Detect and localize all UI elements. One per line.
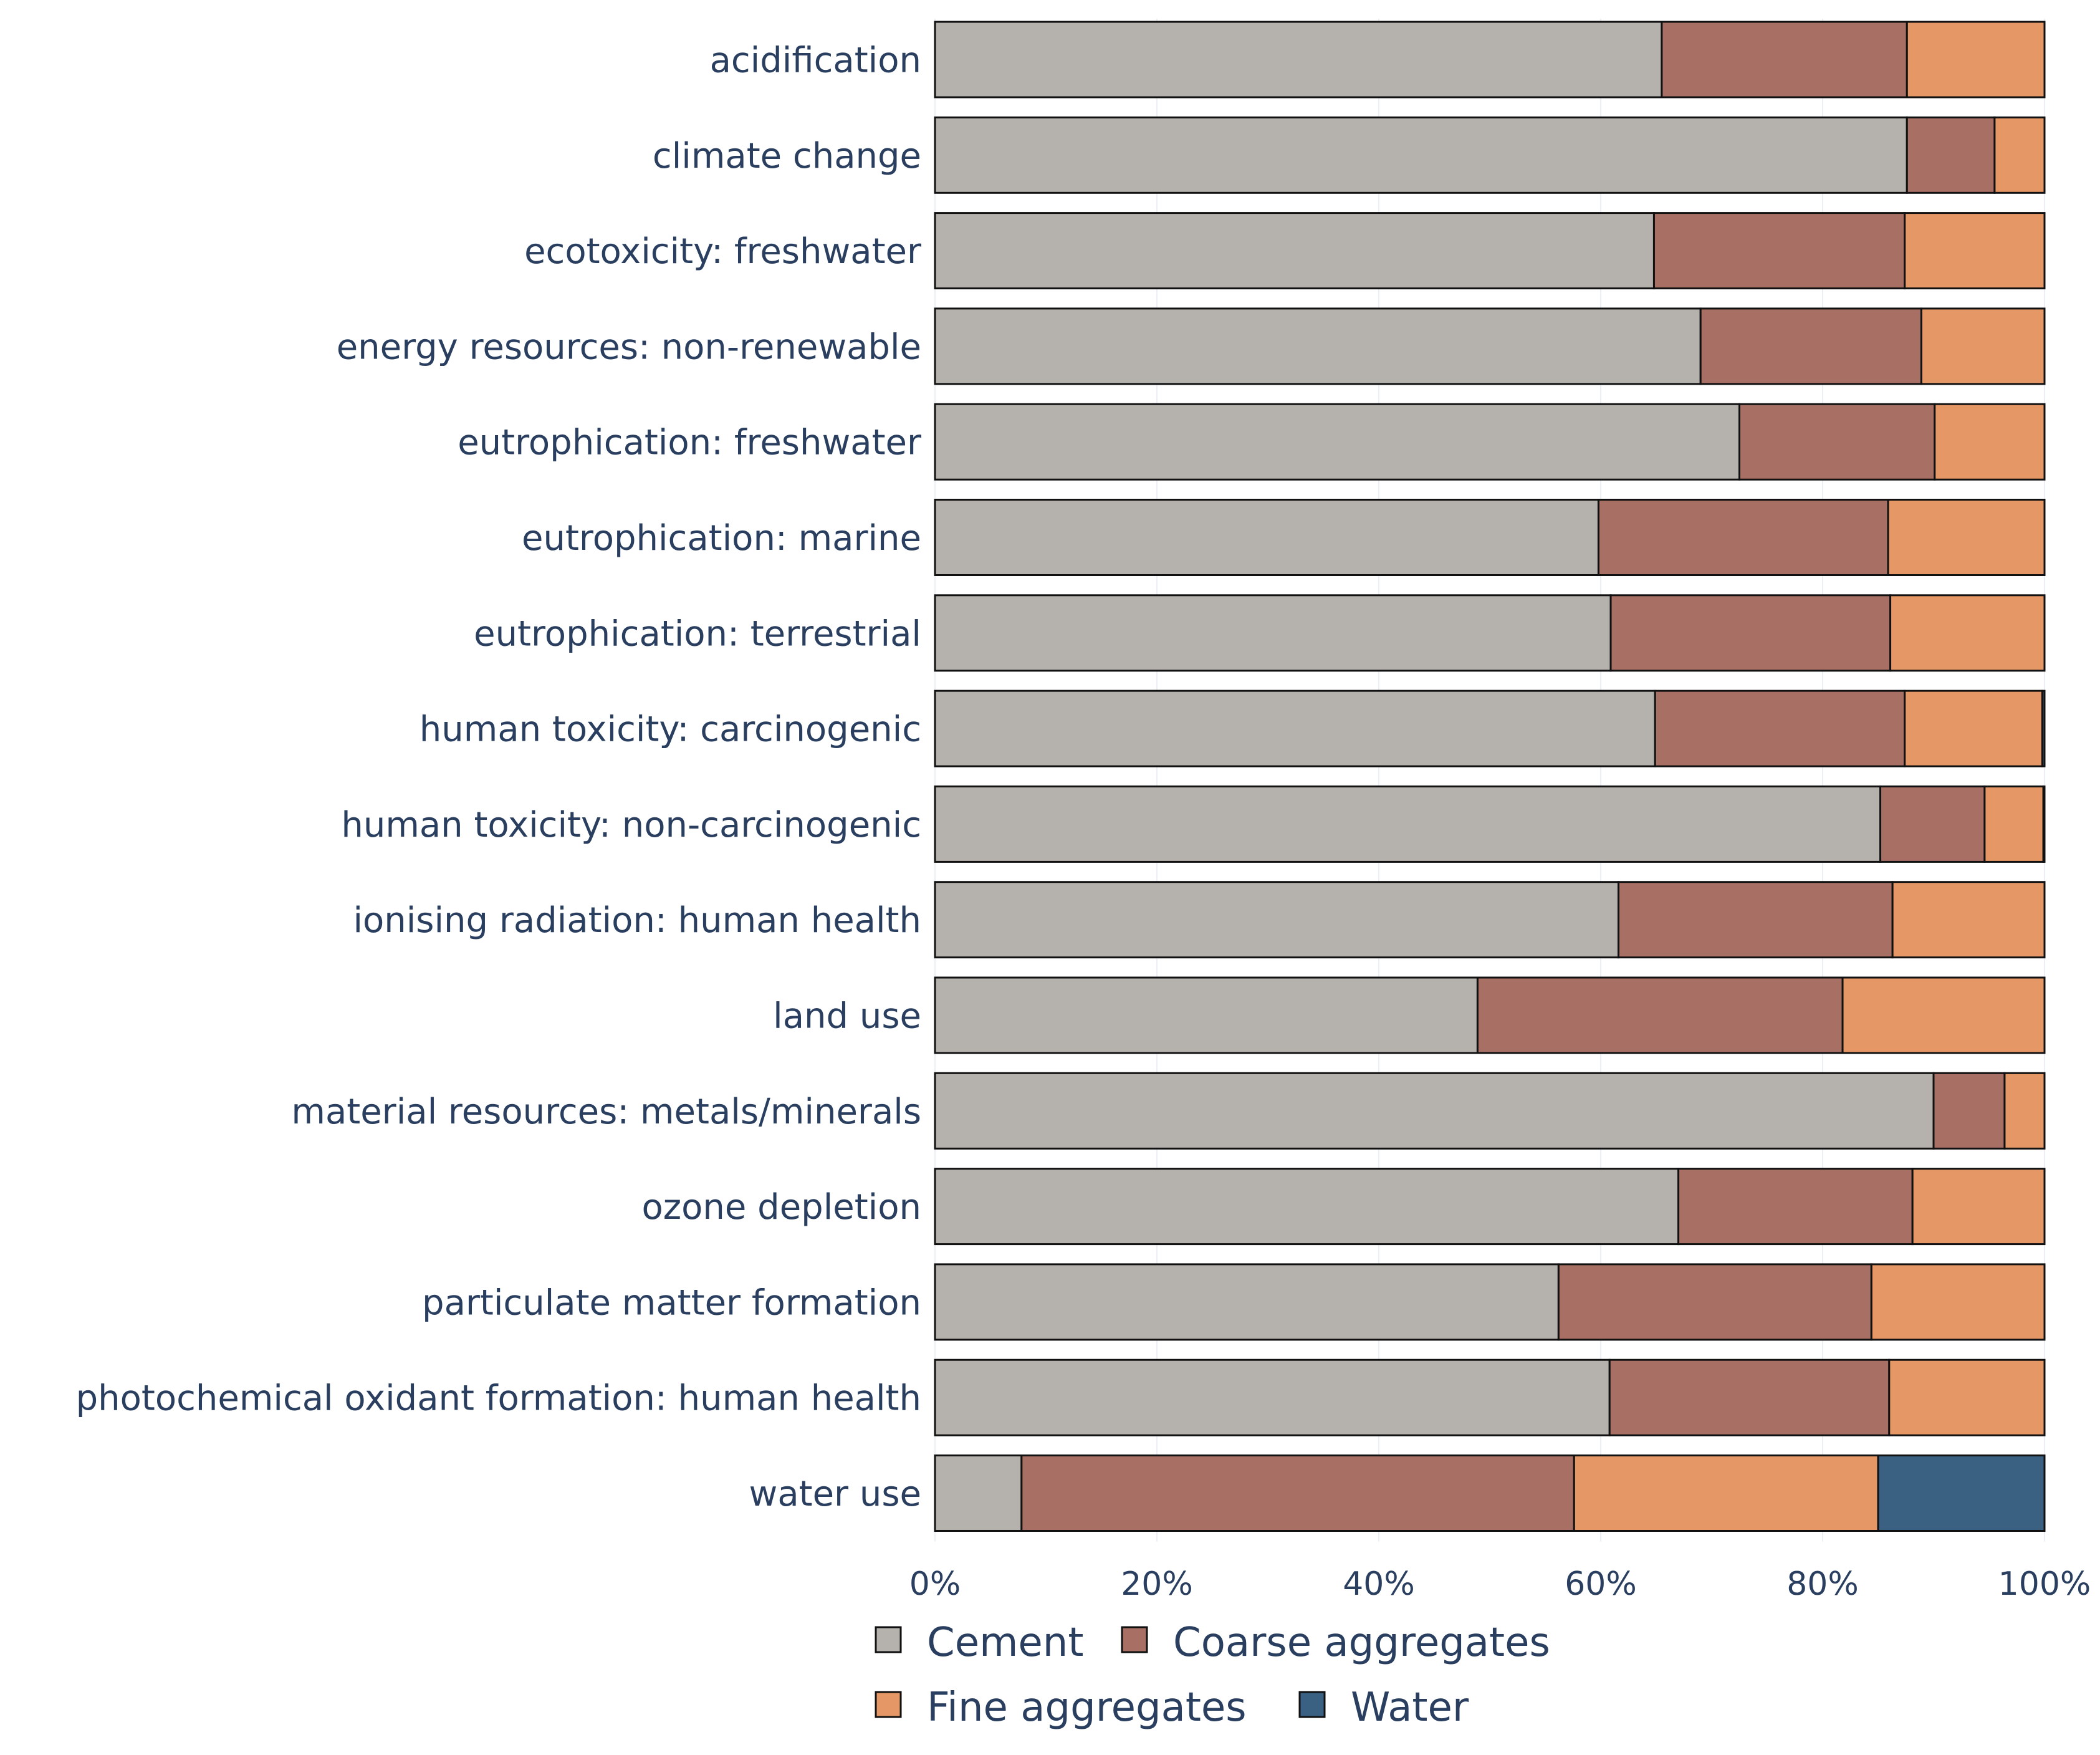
category-label: ionising radiation: human health (353, 900, 921, 941)
bar-energy-resources-non-renewable-fine-aggregates[interactable] (1920, 307, 2046, 385)
bar-water-use-cement[interactable] (934, 1454, 1023, 1532)
legend-swatch-water[interactable] (1298, 1691, 1326, 1718)
category-label: eutrophication: freshwater (458, 423, 922, 463)
bar-human-toxicity-carcinogenic-coarse-aggregates[interactable] (1654, 690, 1906, 767)
bar-ecotoxicity-freshwater-cement[interactable] (934, 212, 1655, 290)
x-tick-label: 20% (1121, 1565, 1193, 1603)
bar-material-resources-metals-minerals-cement[interactable] (934, 1072, 1935, 1150)
bar-land-use-cement[interactable] (934, 976, 1479, 1054)
bar-photochemical-oxidant-formation-human-health-cement[interactable] (934, 1358, 1611, 1436)
category-label: ecotoxicity: freshwater (524, 231, 922, 272)
legend[interactable]: Cement Coarse aggregates Fine aggregates Wa… (875, 1620, 1550, 1731)
x-tick-label: 80% (1786, 1565, 1859, 1603)
x-tick-label: 100% (1998, 1565, 2091, 1603)
bars (934, 21, 2046, 1532)
category-label: energy resources: non-renewable (337, 327, 921, 367)
bar-eutrophication-marine-fine-aggregates[interactable] (1887, 499, 2046, 576)
bar-ecotoxicity-freshwater-fine-aggregates[interactable] (1904, 212, 2046, 290)
bar-energy-resources-non-renewable-coarse-aggregates[interactable] (1699, 307, 1922, 385)
category-label: climate change (653, 136, 921, 176)
bar-eutrophication-terrestrial-cement[interactable] (934, 594, 1612, 672)
bar-ionising-radiation-human-health-coarse-aggregates[interactable] (1617, 881, 1894, 959)
category-label: photochemical oxidant formation: human h… (76, 1378, 921, 1419)
bar-eutrophication-freshwater-cement[interactable] (934, 403, 1740, 481)
bar-ionising-radiation-human-health-cement[interactable] (934, 881, 1619, 959)
bar-human-toxicity-carcinogenic-cement[interactable] (934, 690, 1656, 767)
x-tick-label: 60% (1565, 1565, 1637, 1603)
bar-water-use-water[interactable] (1877, 1454, 2046, 1532)
category-label: human toxicity: non-carcinogenic (341, 805, 921, 845)
x-tick-label: 0% (909, 1565, 961, 1603)
legend-swatch-cement[interactable] (875, 1626, 902, 1653)
bar-ionising-radiation-human-health-fine-aggregates[interactable] (1891, 881, 2046, 959)
bar-particulate-matter-formation-cement[interactable] (934, 1263, 1560, 1341)
bar-eutrophication-marine-coarse-aggregates[interactable] (1597, 499, 1889, 576)
bar-land-use-fine-aggregates[interactable] (1841, 976, 2046, 1054)
bar-eutrophication-marine-cement[interactable] (934, 499, 1599, 576)
bar-material-resources-metals-minerals-fine-aggregates[interactable] (2003, 1072, 2046, 1150)
bar-eutrophication-freshwater-fine-aggregates[interactable] (1934, 403, 2046, 481)
bar-human-toxicity-non-carcinogenic-coarse-aggregates[interactable] (1879, 785, 1986, 863)
bar-photochemical-oxidant-formation-human-health-coarse-aggregates[interactable] (1608, 1358, 1891, 1436)
bar-ozone-depletion-fine-aggregates[interactable] (1911, 1168, 2046, 1246)
x-tick-label: 40% (1343, 1565, 1415, 1603)
bar-water-use-coarse-aggregates[interactable] (1020, 1454, 1575, 1532)
category-label: eutrophication: marine (522, 518, 921, 559)
category-label: land use (773, 996, 921, 1037)
category-label: material resources: metals/minerals (291, 1092, 921, 1132)
legend-label-coarse-aggregates[interactable]: Coarse aggregates (1173, 1620, 1550, 1666)
bar-energy-resources-non-renewable-cement[interactable] (934, 307, 1702, 385)
legend-swatch-fine-aggregates[interactable] (875, 1691, 902, 1718)
x-axis-ticks: 0% 20% 40% 60% 80% 100% (909, 1565, 2091, 1603)
bar-acidification-fine-aggregates[interactable] (1906, 21, 2046, 99)
bar-ecotoxicity-freshwater-coarse-aggregates[interactable] (1652, 212, 1906, 290)
legend-label-fine-aggregates[interactable]: Fine aggregates (927, 1685, 1247, 1731)
category-label: ozone depletion (642, 1187, 922, 1228)
bar-ozone-depletion-coarse-aggregates[interactable] (1677, 1168, 1914, 1246)
bar-photochemical-oxidant-formation-human-health-fine-aggregates[interactable] (1888, 1358, 2046, 1436)
bar-climate-change-coarse-aggregates[interactable] (1906, 116, 1996, 194)
bar-human-toxicity-non-carcinogenic-cement[interactable] (934, 785, 1882, 863)
category-label: acidification (710, 41, 921, 81)
bar-eutrophication-terrestrial-coarse-aggregates[interactable] (1609, 594, 1892, 672)
bar-human-toxicity-non-carcinogenic-water[interactable] (2042, 785, 2046, 863)
category-label: eutrophication: terrestrial (474, 613, 921, 654)
bar-particulate-matter-formation-fine-aggregates[interactable] (1870, 1263, 2046, 1341)
bar-material-resources-metals-minerals-coarse-aggregates[interactable] (1932, 1072, 2006, 1150)
legend-swatch-coarse-aggregates[interactable] (1121, 1626, 1148, 1653)
legend-label-water[interactable]: Water (1351, 1685, 1469, 1731)
bar-eutrophication-terrestrial-fine-aggregates[interactable] (1889, 594, 2046, 672)
bar-acidification-coarse-aggregates[interactable] (1661, 21, 1908, 99)
legend-label-cement[interactable]: Cement (927, 1620, 1083, 1666)
bar-water-use-fine-aggregates[interactable] (1573, 1454, 1879, 1532)
bar-particulate-matter-formation-coarse-aggregates[interactable] (1557, 1263, 1872, 1341)
bar-acidification-cement[interactable] (934, 21, 1663, 99)
bar-eutrophication-freshwater-coarse-aggregates[interactable] (1738, 403, 1936, 481)
bar-human-toxicity-carcinogenic-water[interactable] (2041, 690, 2046, 767)
category-label: water use (749, 1474, 921, 1514)
bar-ozone-depletion-cement[interactable] (934, 1168, 1680, 1246)
category-labels: acidification climate change ecotoxicity: … (76, 41, 922, 1515)
bar-land-use-coarse-aggregates[interactable] (1476, 976, 1844, 1054)
bar-climate-change-fine-aggregates[interactable] (1993, 116, 2046, 194)
bar-human-toxicity-carcinogenic-fine-aggregates[interactable] (1904, 690, 2043, 767)
bar-climate-change-cement[interactable] (934, 116, 1908, 194)
category-label: particulate matter formation (422, 1282, 921, 1323)
category-label: human toxicity: carcinogenic (420, 709, 921, 750)
bar-human-toxicity-non-carcinogenic-fine-aggregates[interactable] (1983, 785, 2045, 863)
